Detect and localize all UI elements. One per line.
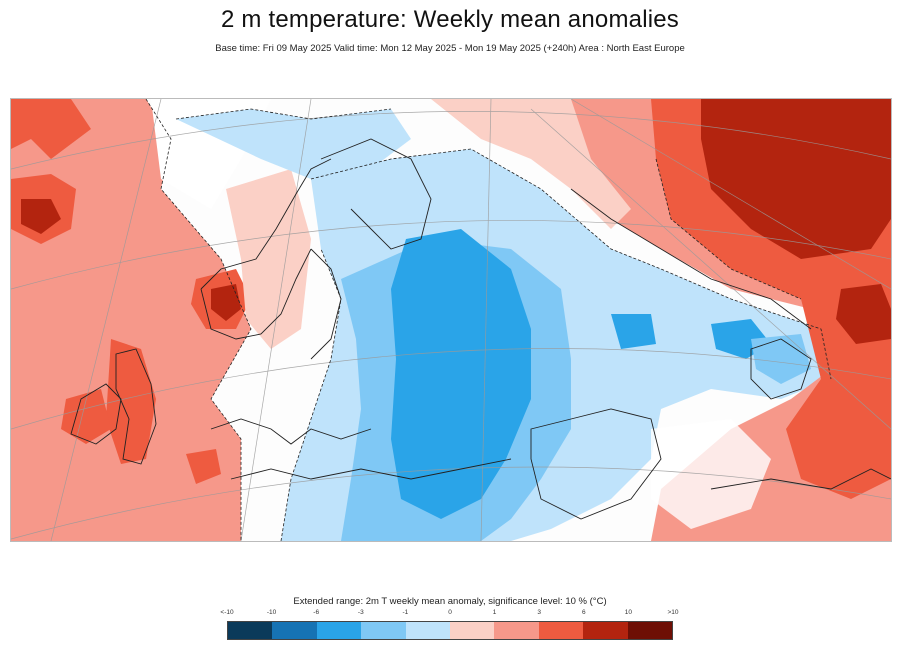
legend-title: Extended range: 2m T weekly mean anomaly… xyxy=(293,596,607,607)
colorbar-swatch xyxy=(450,622,495,639)
tick-label: >10 xyxy=(667,609,679,616)
colorbar-swatch xyxy=(316,622,362,639)
colorbar-ticks: <-10 -10 -6 -3 -1 0 1 3 6 10 >10 xyxy=(220,609,678,619)
tick-label: -3 xyxy=(357,609,364,616)
tick-label: 0 xyxy=(448,609,452,616)
chart-subtitle: Base time: Fri 09 May 2025 Valid time: M… xyxy=(215,43,685,54)
tick-label: 3 xyxy=(537,609,541,616)
anomaly-map xyxy=(10,98,892,542)
colorbar xyxy=(227,621,673,640)
chart-title: 2 m temperature: Weekly mean anomalies xyxy=(220,6,680,33)
tick-label: 10 xyxy=(624,609,633,616)
colorbar-swatch xyxy=(361,622,406,639)
tick-label: 6 xyxy=(581,609,586,616)
colorbar-swatch xyxy=(272,622,317,639)
tick-label: -6 xyxy=(313,609,320,616)
tick-label: <-10 xyxy=(220,609,234,616)
tick-label: -1 xyxy=(402,609,409,616)
tick-label: -10 xyxy=(266,609,277,616)
colorbar-swatch xyxy=(627,622,673,639)
colorbar-swatch xyxy=(405,622,451,639)
colorbar-swatch xyxy=(538,622,584,639)
colorbar-swatch xyxy=(494,622,539,639)
colorbar-swatch xyxy=(228,622,273,639)
colorbar-swatch xyxy=(583,622,628,639)
tick-label: 1 xyxy=(492,609,497,616)
